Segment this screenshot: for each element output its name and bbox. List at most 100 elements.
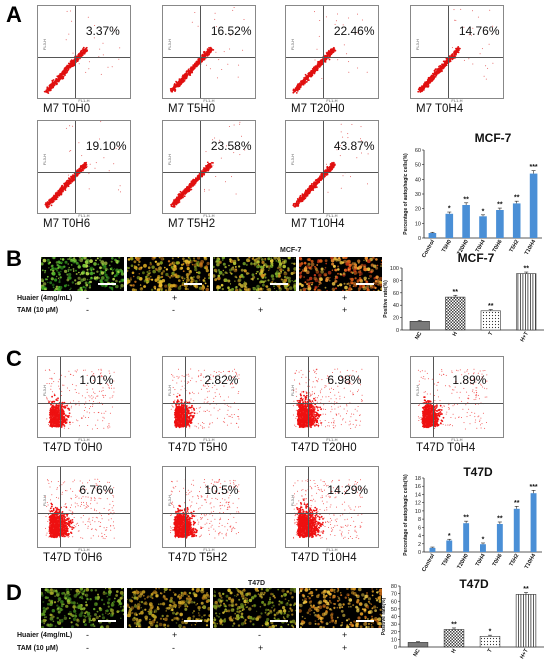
mcf7-6-plot-label: M7 T5H2 [168,218,215,230]
t47d-4-scatter [411,357,503,437]
bar-T20H0 [463,523,469,552]
t47d-2-plot-label: T47D T5H0 [168,442,227,454]
x-tick-label: T [487,647,494,653]
bar-NC [408,642,428,647]
x-tick-label: T5H0 [441,553,453,568]
t47d-3-percentage: 6.98% [327,373,361,387]
mcf7-6-gate-vertical [200,121,201,213]
t47d-5-y-axis-label: FL3-H [42,495,47,506]
t47d-tam-sign-3: + [258,643,263,653]
x-tick-label: H [451,648,458,654]
x-tick-label: H [452,331,459,337]
chart-title: MCF-7 [475,131,512,145]
y-axis-label: Percentage of autophagic cells(%) [403,474,409,556]
significance-mark: ** [497,202,503,209]
mcf7-5-plot-label: M7 T0H6 [43,218,90,230]
t47d-3-scatter [286,357,378,437]
mcf7-2-gate-vertical [200,6,201,98]
y-tick-label: 40 [393,303,399,309]
t47d-2-y-axis-label: FL3-H [167,385,172,396]
y-tick-label: 2 [418,542,421,548]
y-tick-label: 60 [415,148,421,154]
mcf7-micrograph-1 [41,257,124,291]
mcf7-5-gate-horizontal [38,172,130,173]
bar-H [444,630,464,648]
t47d-micrograph-1 [41,588,124,628]
significance-mark: * [482,536,485,543]
chart-title: T47D [459,577,489,591]
x-tick-label: Control [421,553,436,573]
mcf7-huaier-sign-4: + [342,293,347,303]
mcf7-4-plot-label: M7 T0H4 [416,103,463,115]
t47d-5-flow-plot: 6.76% [37,466,131,548]
scale-bar [270,620,288,622]
mcf7-5-y-axis-label: FL3-H [42,154,47,165]
mcf7-5-scatter [38,121,130,213]
y-tick-label: 50 [391,607,397,613]
mcf7-3-plot-label: M7 T20H0 [291,103,344,115]
significance-mark: ** [514,500,520,507]
panel-letter-c: C [6,346,22,372]
mcf7-micrograph-2 [127,257,210,291]
bar-T [480,636,500,647]
bar-NC [410,321,430,330]
y-tick-label: 80 [391,584,397,590]
y-tick-label: 16 [415,484,421,490]
bar-T [481,311,501,330]
t47d-5-gate-vertical [60,467,61,547]
mcf7-7-gate-horizontal [286,172,378,173]
mcf7-1-y-axis-label: FL3-H [42,39,47,50]
mcf7-tam-sign-1: - [86,305,89,315]
mcf7-4-percentage: 14.76% [459,24,500,38]
mcf7-5-flow-plot: 19.10% [37,120,131,214]
bar-T20H0 [462,205,470,238]
t47d-1-plot-label: T47D T0H0 [43,442,102,454]
chart-title: T47D [463,465,493,479]
mcf7-3-flow-plot: 22.46% [285,5,379,99]
t47d-6-plot-label: T47D T5H2 [168,552,227,564]
significance-mark: ** [523,586,529,593]
y-tick-label: 80 [393,278,399,284]
bar-T0H4 [480,544,486,552]
y-tick-label: 60 [393,291,399,297]
mcf7-6-percentage: 23.58% [211,139,252,153]
t47d-4-flow-plot: 1.89% [410,356,504,438]
mcf7-5-percentage: 19.10% [86,139,127,153]
mcf7-2-y-axis-label: FL3-H [167,39,172,50]
t47d-2-percentage: 2.82% [204,373,238,387]
t47d-huaier-sign-1: - [86,630,89,640]
bar-T5H2 [514,509,520,552]
mcf7-1-gate-horizontal [38,57,130,58]
t47d-6-gate-vertical [185,467,186,547]
t47d-5-plot-label: T47D T0H6 [43,552,102,564]
y-tick-label: 0 [396,328,399,334]
t47d-micrograph-4 [299,588,382,628]
x-tick-label: H+T [519,647,530,660]
y-tick-label: 0 [394,645,397,651]
significance-mark: * [489,629,492,636]
t47d-7-gate-horizontal [286,513,378,514]
y-tick-label: 10 [415,509,421,515]
t47d-1-percentage: 1.01% [79,373,113,387]
bar-T5H2 [513,203,521,238]
scale-bar [356,620,374,622]
mcf7-3-percentage: 22.46% [334,24,375,38]
mcf7-4-y-axis-label: FL3-H [415,39,420,50]
y-tick-label: 18 [415,476,421,482]
y-tick-label: 20 [393,316,399,322]
chart-title: MCF-7 [458,251,495,265]
mcf7-2-percentage: 16.52% [211,24,252,38]
mcf7-7-plot-label: M7 T10H4 [291,218,344,230]
bar-Control [429,233,437,238]
mcf7-micrograph-3 [213,257,296,291]
x-tick-label: H+T [520,330,531,343]
t47d-7-y-axis-label: FL3-H [290,495,295,506]
significance-mark: ** [488,303,494,310]
x-tick-label: T0H6 [492,553,504,568]
t47d-5-scatter [38,467,130,547]
significance-mark: ** [497,515,503,522]
t47d-6-gate-horizontal [163,513,255,514]
